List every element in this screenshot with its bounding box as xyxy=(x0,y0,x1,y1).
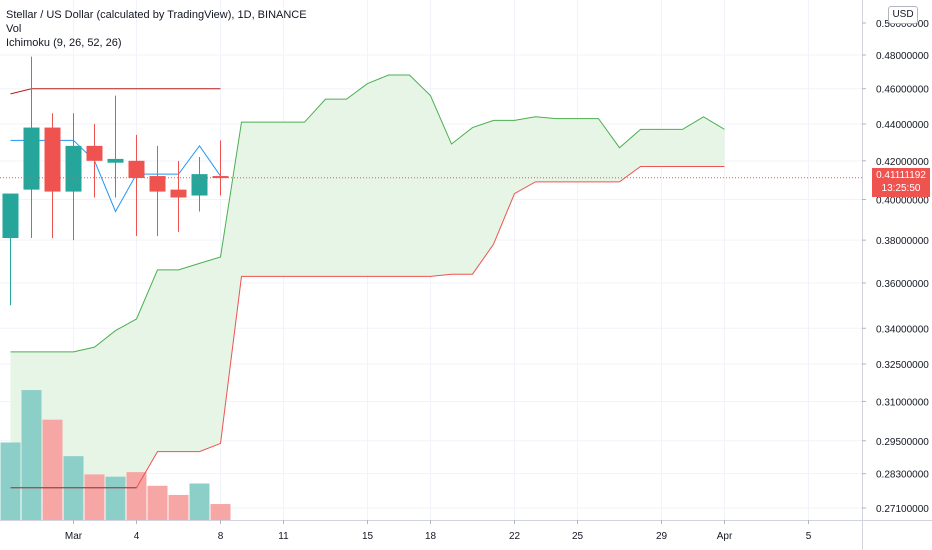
volume-bar xyxy=(126,472,147,520)
candle-body xyxy=(65,145,82,192)
candle-body xyxy=(2,193,19,239)
volume-bar xyxy=(21,390,42,520)
bar-countdown: 13:25:50 xyxy=(881,183,921,194)
y-tick-label: 0.50000000 xyxy=(876,19,929,30)
x-tick-label: 5 xyxy=(806,531,812,542)
y-tick-label: 0.29500000 xyxy=(876,437,929,448)
y-tick-label: 0.27100000 xyxy=(876,504,929,515)
y-tick-label: 0.42000000 xyxy=(876,157,929,168)
y-tick-label: 0.31000000 xyxy=(876,397,929,408)
candle-body xyxy=(107,158,124,163)
candlesticks xyxy=(2,56,229,306)
ichimoku-lines xyxy=(10,74,725,489)
volume-indicator-label[interactable]: Vol xyxy=(6,23,22,35)
volume-bars xyxy=(0,390,231,520)
x-tick-label: 29 xyxy=(656,531,668,542)
ichimoku-indicator-label[interactable]: Ichimoku (9, 26, 52, 26) xyxy=(6,37,122,49)
volume-bar xyxy=(168,494,189,520)
last-price-value: 0.41111192 xyxy=(876,170,926,181)
y-tick-label: 0.28300000 xyxy=(876,470,929,481)
symbol-title[interactable]: Stellar / US Dollar (calculated by Tradi… xyxy=(6,9,307,21)
leading-span-a xyxy=(10,74,725,353)
x-tick-label: Apr xyxy=(717,531,733,542)
currency-badge[interactable]: USD xyxy=(888,6,918,24)
candle-body xyxy=(44,127,61,192)
candle-body xyxy=(128,160,145,178)
x-tick-label: 11 xyxy=(278,531,289,542)
x-tick-label: 25 xyxy=(572,531,584,542)
volume-bar xyxy=(0,442,21,520)
y-tick-label: 0.36000000 xyxy=(876,279,929,290)
y-tick-label: 0.38000000 xyxy=(876,236,929,247)
y-tick-label: 0.34000000 xyxy=(876,324,929,335)
volume-bar xyxy=(42,419,63,520)
volume-bar xyxy=(189,483,210,520)
x-tick-label: 8 xyxy=(218,531,224,542)
candle-body xyxy=(212,176,229,179)
candle-body xyxy=(191,174,208,196)
volume-bar xyxy=(105,476,126,520)
candle-body xyxy=(149,176,166,192)
y-tick-label: 0.32500000 xyxy=(876,360,929,371)
last-price-tag: 0.41111192 13:25:50 xyxy=(872,168,930,197)
x-tick-label: Mar xyxy=(65,531,83,542)
y-tick-label: 0.44000000 xyxy=(876,120,929,131)
candle-body xyxy=(86,145,103,161)
candle-body xyxy=(170,189,187,198)
base-line xyxy=(10,88,221,95)
y-tick-label: 0.46000000 xyxy=(876,85,929,96)
volume-bar xyxy=(210,504,231,520)
x-tick-label: 4 xyxy=(134,531,140,542)
x-tick-label: 15 xyxy=(362,531,374,542)
candle-body xyxy=(23,127,40,190)
x-tick-label: 22 xyxy=(509,531,521,542)
y-tick-label: 0.48000000 xyxy=(876,51,929,62)
x-tick-label: 18 xyxy=(425,531,437,542)
chart-legend: Stellar / US Dollar (calculated by Tradi… xyxy=(6,8,307,50)
y-tick-label: 0.40000000 xyxy=(876,195,929,206)
volume-bar xyxy=(84,474,105,520)
volume-bar xyxy=(147,485,168,520)
